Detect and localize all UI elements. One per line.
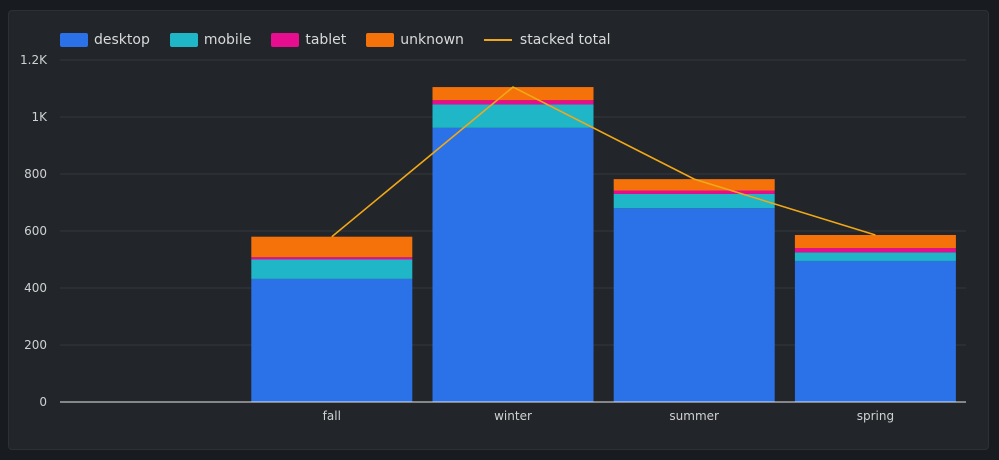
legend-swatch-stacked-total	[483, 39, 512, 41]
x-tick-label: winter	[494, 409, 532, 423]
bar-tablet-fall[interactable]	[251, 257, 413, 260]
legend-item-desktop[interactable]: desktop	[60, 32, 150, 48]
legend-swatch-unknown	[366, 33, 395, 47]
bar-unknown-spring[interactable]	[794, 234, 956, 249]
bar-tablet-summer[interactable]	[613, 190, 775, 194]
bar-desktop-fall[interactable]	[251, 278, 413, 402]
y-tick-label: 600	[24, 224, 47, 238]
bar-unknown-summer[interactable]	[613, 179, 775, 191]
y-tick-label: 1K	[31, 110, 48, 124]
bar-desktop-winter[interactable]	[432, 127, 594, 402]
legend-label-unknown: unknown	[400, 32, 464, 48]
bar-tablet-spring[interactable]	[794, 248, 956, 253]
legend-item-mobile[interactable]: mobile	[169, 32, 252, 48]
y-tick-label: 800	[24, 167, 47, 181]
x-tick-label: spring	[857, 409, 894, 423]
bar-mobile-summer[interactable]	[613, 193, 775, 209]
bar-tablet-winter[interactable]	[432, 100, 594, 105]
bar-mobile-spring[interactable]	[794, 252, 956, 261]
legend-swatch-mobile	[169, 33, 198, 47]
bar-mobile-winter[interactable]	[432, 104, 594, 128]
line-stacked-total[interactable]	[331, 86, 876, 238]
legend-item-tablet[interactable]: tablet	[271, 32, 346, 48]
y-tick-label: 200	[24, 338, 47, 352]
legend-item-stacked-total[interactable]: stacked total	[483, 32, 611, 48]
chart-legend: desktop mobile tablet unknown stacked total	[60, 30, 631, 50]
y-tick-label: 1.2K	[20, 53, 48, 67]
legend-label-tablet: tablet	[305, 32, 347, 48]
bar-mobile-fall[interactable]	[251, 259, 413, 279]
legend-label-desktop: desktop	[94, 32, 150, 48]
bar-desktop-summer[interactable]	[613, 208, 775, 402]
legend-label-mobile: mobile	[203, 32, 252, 48]
x-tick-label: summer	[669, 409, 719, 423]
y-tick-label: 400	[24, 281, 47, 295]
bar-unknown-winter[interactable]	[432, 87, 594, 101]
bar-desktop-spring[interactable]	[794, 260, 956, 402]
bar-unknown-fall[interactable]	[251, 236, 413, 258]
y-tick-label: 0	[39, 395, 47, 409]
x-tick-label: fall	[323, 409, 341, 423]
legend-swatch-desktop	[60, 33, 88, 47]
legend-label-stacked-total: stacked total	[519, 32, 611, 48]
legend-swatch-tablet	[271, 33, 300, 47]
legend-item-unknown[interactable]: unknown	[366, 32, 464, 48]
